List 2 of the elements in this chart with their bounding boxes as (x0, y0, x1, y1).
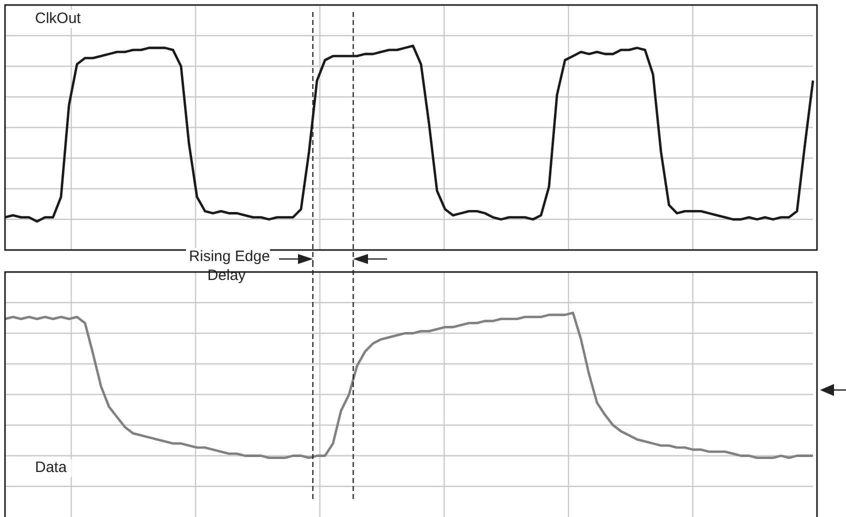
text: ClkOut (35, 10, 82, 28)
text: Data (35, 459, 68, 476)
